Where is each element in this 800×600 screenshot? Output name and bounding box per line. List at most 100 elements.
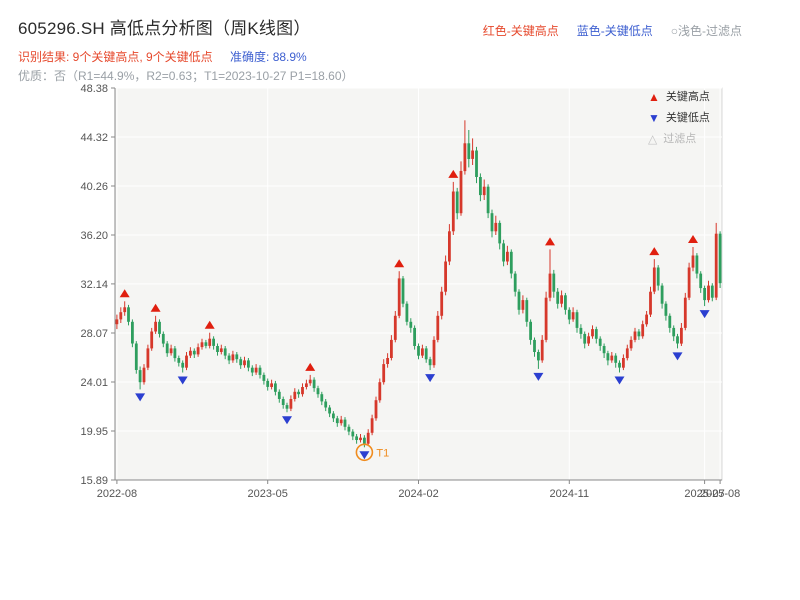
candle (587, 336, 590, 344)
candle (707, 285, 710, 301)
candle (660, 285, 664, 304)
plot-legend: ▲ 关键高点 ▼ 关键低点 △ 过滤点 (648, 90, 710, 147)
candle (127, 307, 130, 322)
candle (506, 251, 509, 262)
candle (355, 436, 358, 440)
key-low-marker (533, 372, 544, 381)
candle (297, 391, 300, 395)
candle (467, 143, 471, 159)
candle (212, 338, 215, 346)
candle (165, 343, 169, 354)
candle (625, 348, 629, 359)
candle (173, 348, 177, 359)
x-tick-label: 2025-07 (684, 488, 724, 500)
candle (540, 339, 544, 361)
candle (533, 339, 536, 352)
candle (525, 300, 529, 322)
candle (192, 350, 196, 355)
key-high-marker (150, 303, 161, 312)
candle (239, 359, 243, 366)
legend-key-high-label: 红色-关键高点 (482, 24, 559, 38)
candle (513, 273, 517, 292)
candle (417, 346, 420, 356)
candle (328, 407, 331, 414)
candle (637, 331, 641, 337)
candles (115, 120, 722, 448)
y-tick-label: 24.01 (80, 377, 108, 389)
y-tick-label: 36.20 (80, 230, 108, 242)
candle (591, 329, 594, 337)
y-tick-label: 44.32 (80, 132, 108, 144)
candle (645, 314, 648, 325)
candle (490, 213, 494, 232)
candle (196, 347, 200, 355)
candle (618, 362, 621, 368)
candle (521, 300, 525, 310)
candle (598, 338, 602, 346)
key-low-marker (177, 376, 188, 385)
candle (498, 222, 502, 244)
candle (471, 150, 474, 159)
candle (370, 418, 374, 433)
key-high-marker (119, 289, 130, 298)
candle (177, 358, 181, 363)
candle (270, 383, 273, 387)
candle (517, 291, 521, 310)
candle (208, 338, 212, 346)
key-high-marker-icon: ▲ (648, 90, 660, 104)
candle (250, 367, 254, 373)
candle (243, 360, 246, 366)
candle (374, 400, 378, 419)
candle (448, 231, 451, 262)
candle (687, 267, 691, 298)
candle (258, 367, 262, 375)
candle (339, 419, 343, 424)
candle (347, 426, 351, 432)
candle (714, 233, 718, 298)
y-tick-label: 15.89 (80, 475, 108, 487)
candle (676, 336, 679, 344)
candle (583, 333, 587, 344)
key-low-marker (425, 374, 436, 383)
candle (571, 312, 575, 320)
candle (200, 342, 204, 348)
candle (247, 360, 250, 368)
candle (479, 177, 482, 196)
candle (451, 191, 455, 232)
candle (560, 295, 563, 304)
candle (320, 394, 324, 402)
candle (332, 413, 335, 419)
candle (421, 348, 424, 356)
candle (262, 374, 266, 381)
candle (502, 243, 505, 262)
candle (602, 346, 606, 354)
key-low-marker (672, 352, 683, 361)
candle (668, 315, 672, 328)
candle (718, 233, 722, 284)
candle (378, 382, 382, 401)
t1-label: T1 (376, 447, 389, 459)
candle (305, 383, 308, 387)
recognition-result-text: 识别结果: 9个关键高点, 9个关键低点 (18, 50, 213, 64)
candle (610, 355, 614, 361)
candle (494, 222, 498, 232)
x-tick-label: 2024-11 (550, 488, 590, 500)
candle (123, 307, 127, 313)
plot-legend-item-filtered: △ 过滤点 (648, 132, 710, 147)
candle (150, 331, 154, 349)
candle (575, 312, 579, 328)
candle (158, 321, 161, 334)
candle (235, 354, 239, 360)
accuracy-text: 准确度: 88.9% (230, 50, 307, 64)
candle (204, 342, 208, 346)
candle (656, 267, 660, 286)
candle (440, 291, 444, 316)
candle (146, 348, 150, 368)
candle (285, 405, 289, 409)
candle (131, 321, 134, 344)
x-tick-label: 2025-08 (700, 488, 740, 500)
candle (594, 329, 598, 339)
candle (301, 387, 304, 395)
candle (312, 379, 316, 389)
candle (115, 319, 119, 325)
